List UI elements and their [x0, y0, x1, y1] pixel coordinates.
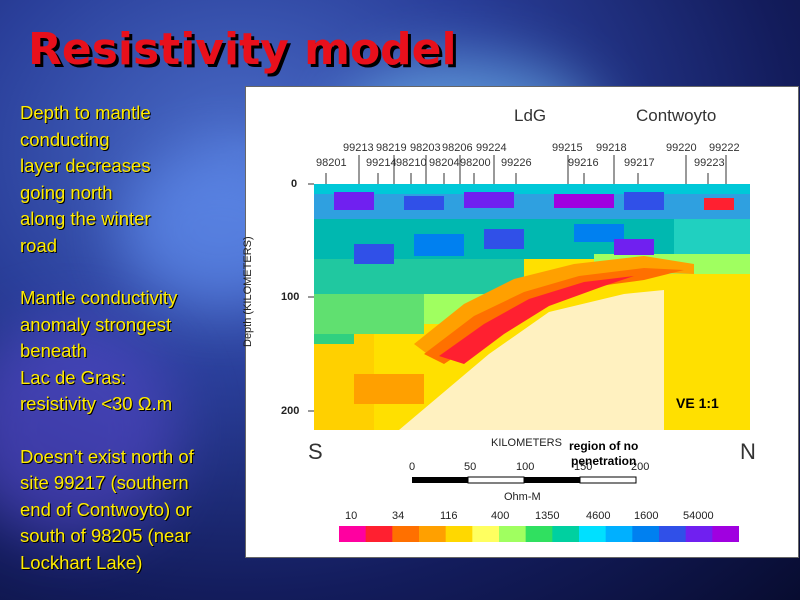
- north-label: N: [740, 439, 756, 464]
- site-label: 98219: [376, 142, 407, 154]
- site-label: 99220: [666, 142, 697, 154]
- notes-text: Depth to mantle conducting layer decreas…: [20, 100, 246, 576]
- note-line: going north: [20, 181, 113, 203]
- note-line: conducting: [20, 128, 110, 150]
- site-label: 98203: [410, 142, 441, 154]
- resistivity-section: region of no penetration: [314, 184, 750, 468]
- legend-swatch: [472, 526, 500, 542]
- legend-swatch: [392, 526, 420, 542]
- scale-tick: 200: [631, 461, 650, 473]
- site-label: 99222: [709, 142, 740, 154]
- background-glow: [0, 320, 180, 540]
- site-label: 99214: [366, 157, 397, 169]
- note-paragraph-3: Doesn’t exist north of site 99217 (south…: [20, 444, 246, 577]
- region-label-line: region of no: [569, 439, 639, 453]
- note-line: along the winter: [20, 208, 151, 229]
- note-line: road: [20, 234, 58, 256]
- site-label: 98204: [429, 157, 460, 169]
- legend-swatch: [712, 526, 739, 542]
- legend-swatch: [525, 526, 553, 542]
- site-label: 99224: [476, 142, 507, 154]
- scale-tick: 0: [409, 461, 416, 473]
- scale-tick: 100: [516, 461, 535, 473]
- y-axis-label: Depth (KILOMETERS): [242, 236, 254, 347]
- y-tick: 0: [291, 178, 298, 190]
- legend-swatch: [339, 526, 367, 542]
- site-label: 99223: [694, 157, 725, 169]
- legend-swatch: [659, 526, 687, 542]
- scale-tick: 150: [574, 461, 593, 473]
- legend-swatch: [499, 526, 527, 542]
- contwoyto-label: Contwoyto: [636, 106, 717, 125]
- site-label: 98210: [396, 157, 427, 169]
- legend-tick: 1600: [634, 510, 659, 522]
- legend-swatch: [552, 526, 580, 542]
- legend-tick: 1350: [535, 510, 560, 522]
- resistivity-model-figure: LdG Contwoyto 99213 98219 98203 98206 99…: [242, 86, 799, 558]
- scale-tick: 50: [464, 461, 477, 473]
- resistivity-grid: [314, 184, 750, 430]
- legend-swatch: [579, 526, 607, 542]
- no-penetration-label: region of no penetration: [569, 439, 638, 469]
- legend-swatch: [419, 526, 447, 542]
- legend-tick: 34: [392, 510, 405, 522]
- note-line: site 99217 (southern: [20, 472, 189, 493]
- color-scale-legend: [339, 526, 739, 542]
- legend-swatch: [365, 526, 393, 542]
- note-line: Mantle conductivity: [20, 287, 178, 308]
- note-line: Lac de Gras:: [20, 366, 126, 388]
- legend-swatch: [445, 526, 473, 542]
- site-label: 99213: [343, 142, 374, 154]
- note-paragraph-2: Mantle conductivity anomaly strongest be…: [20, 285, 246, 418]
- legend-tick: 400: [491, 510, 510, 522]
- note-line: Lockhart Lake): [20, 551, 143, 573]
- site-label: 98201: [316, 157, 347, 169]
- y-tick: 100: [281, 291, 300, 303]
- legend-tick: 10: [345, 510, 358, 522]
- south-label: S: [308, 439, 323, 464]
- note-line: Doesn’t exist north of: [20, 445, 194, 467]
- note-paragraph-1: Depth to mantle conducting layer decreas…: [20, 100, 246, 259]
- site-label: 98200: [460, 157, 491, 169]
- site-label: 99217: [624, 157, 655, 169]
- note-line: resistivity <30 Ω.m: [20, 393, 173, 414]
- vertical-exaggeration-label: VE 1:1: [676, 395, 719, 411]
- legend-swatch: [685, 526, 713, 542]
- distance-scale-bar: [412, 476, 637, 484]
- legend-tick: 54000: [683, 510, 714, 522]
- site-ticks: [308, 155, 727, 412]
- site-label: 99226: [501, 157, 532, 169]
- note-line: Depth to mantle: [20, 102, 151, 123]
- region-label-line: penetration: [570, 454, 637, 468]
- legend-tick: 116: [440, 510, 458, 522]
- y-tick: 200: [281, 405, 300, 417]
- legend-tick: 4600: [586, 510, 611, 522]
- legend-swatch: [632, 526, 660, 542]
- legend-title: Ohm-M: [504, 491, 541, 503]
- x-axis-label: KILOMETERS: [491, 437, 562, 449]
- site-label: 98206: [442, 142, 473, 154]
- site-label: 99216: [568, 157, 599, 169]
- slide-title: Resistivity model: [28, 24, 457, 75]
- note-line: south of 98205 (near: [20, 525, 191, 546]
- note-line: anomaly strongest: [20, 313, 172, 335]
- ldg-label: LdG: [514, 106, 547, 125]
- site-label: 99215: [552, 142, 583, 154]
- site-label: 99218: [596, 142, 627, 154]
- legend-swatch: [605, 526, 633, 542]
- note-line: end of Contwoyto) or: [20, 498, 192, 520]
- note-line: layer decreases: [20, 155, 151, 176]
- note-line: beneath: [20, 340, 87, 361]
